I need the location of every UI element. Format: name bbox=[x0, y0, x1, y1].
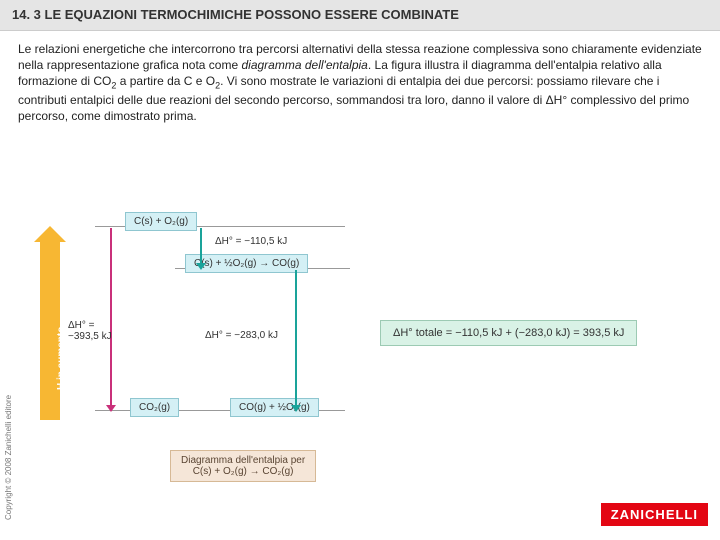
page-header: 14. 3 LE EQUAZIONI TERMOCHIMICHE POSSONO… bbox=[0, 0, 720, 31]
level-bot: CO₂(g) bbox=[130, 398, 179, 417]
caption-line1: Diagramma dell'entalpia per bbox=[181, 455, 305, 466]
level-top: C(s) + O₂(g) bbox=[125, 212, 197, 231]
arrow-total bbox=[110, 228, 112, 406]
section-title: 14. 3 LE EQUAZIONI TERMOCHIMICHE POSSONO… bbox=[12, 7, 459, 22]
arrow-step1 bbox=[200, 228, 202, 264]
para-part3: a partire da C e O bbox=[116, 74, 215, 88]
caption-line2: C(s) + O₂(g) → CO₂(g) bbox=[181, 466, 305, 477]
dh-total-left: ΔH° = −393,5 kJ bbox=[68, 320, 113, 342]
level-bot-right: CO(g) + ½O₂(g) bbox=[230, 398, 319, 417]
total-enthalpy-box: ΔH° totale = −110,5 kJ + (−283,0 kJ) = 3… bbox=[380, 320, 637, 346]
y-axis-label: H in aumento bbox=[56, 327, 67, 390]
dh-step1: ΔH° = −110,5 kJ bbox=[215, 236, 287, 247]
para-em: diagramma dell'entalpia bbox=[241, 58, 367, 72]
dh-step2: ΔH° = −283,0 kJ bbox=[205, 330, 278, 341]
copyright-text: Copyright © 2008 Zanichelli editore bbox=[4, 395, 13, 520]
arrow-step2 bbox=[295, 270, 297, 406]
body-paragraph: Le relazioni energetiche che intercorron… bbox=[0, 31, 720, 130]
publisher-logo: ZANICHELLI bbox=[601, 503, 708, 526]
section-title-rest: LE EQUAZIONI TERMOCHIMICHE POSSONO ESSER… bbox=[41, 7, 459, 22]
enthalpy-diagram: H in aumento C(s) + O₂(g) C(s) + ½O₂(g) … bbox=[40, 210, 680, 490]
section-number: 14. 3 bbox=[12, 7, 41, 22]
diagram-caption: Diagramma dell'entalpia per C(s) + O₂(g)… bbox=[170, 450, 316, 482]
